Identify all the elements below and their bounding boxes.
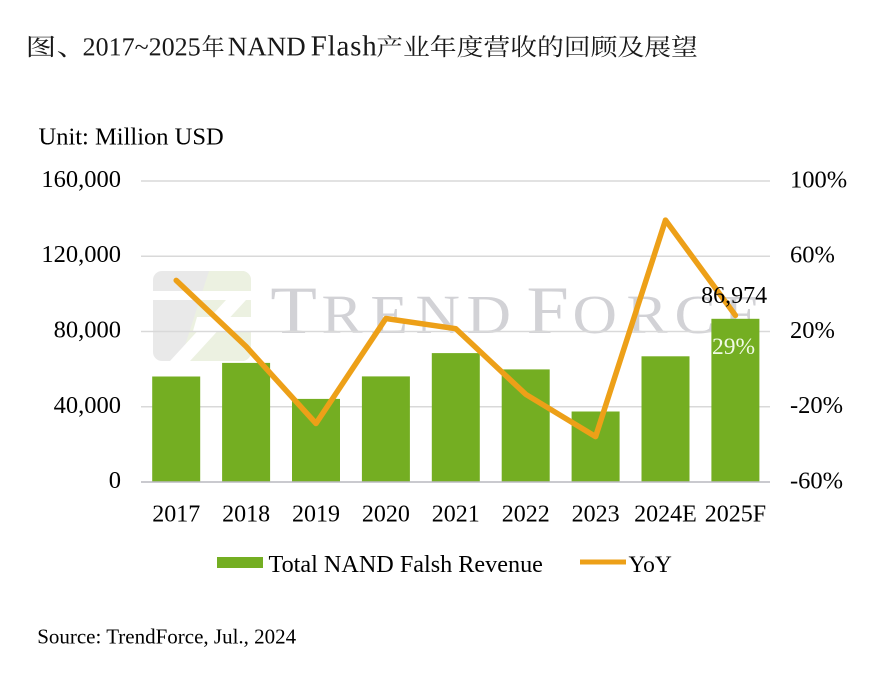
svg-text:80,000: 80,000 — [54, 317, 121, 344]
svg-text:-20%: -20% — [790, 392, 843, 419]
svg-text:2022: 2022 — [502, 501, 550, 527]
svg-text:2023: 2023 — [572, 501, 620, 527]
svg-text:2025F: 2025F — [705, 501, 766, 527]
svg-text:20%: 20% — [790, 317, 835, 344]
svg-text:N: N — [415, 284, 459, 345]
svg-text:2018: 2018 — [222, 501, 270, 527]
svg-text:40,000: 40,000 — [54, 392, 121, 419]
svg-text:2020: 2020 — [362, 501, 410, 527]
svg-text:Unit: Million USD: Unit: Million USD — [39, 124, 224, 151]
svg-text:F: F — [526, 273, 568, 348]
svg-text:60%: 60% — [790, 242, 835, 269]
svg-text:2017: 2017 — [152, 501, 200, 527]
svg-text:D: D — [467, 284, 511, 345]
svg-text:YoY: YoY — [629, 552, 672, 578]
svg-text:Source: TrendForce, Jul., 2024: Source: TrendForce, Jul., 2024 — [37, 624, 296, 648]
svg-text:Total NAND Falsh Revenue: Total NAND Falsh Revenue — [269, 551, 543, 578]
svg-text:120,000: 120,000 — [41, 241, 121, 268]
svg-text:160,000: 160,000 — [41, 166, 121, 193]
svg-text:C: C — [675, 284, 716, 345]
svg-text:2021: 2021 — [432, 501, 480, 527]
svg-text:R: R — [322, 284, 363, 345]
svg-text:O: O — [572, 284, 616, 345]
svg-text:86,974: 86,974 — [701, 283, 767, 309]
svg-text:-60%: -60% — [790, 467, 843, 494]
svg-text:2024E: 2024E — [634, 501, 697, 527]
svg-text:T: T — [270, 273, 317, 348]
svg-text:100%: 100% — [790, 166, 847, 193]
svg-text:2019: 2019 — [292, 501, 340, 527]
svg-text:29%: 29% — [712, 334, 755, 360]
svg-text:0: 0 — [109, 467, 121, 494]
